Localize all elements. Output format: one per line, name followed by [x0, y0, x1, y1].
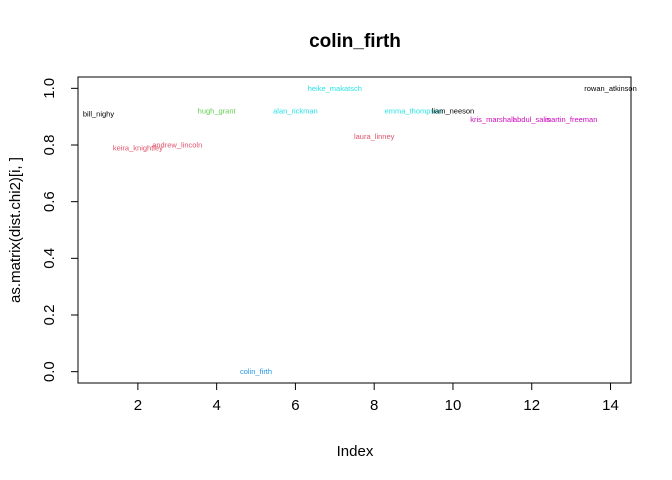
x-tick-label: 14 [602, 397, 619, 414]
x-tick-label: 12 [523, 397, 540, 414]
x-tick-label: 2 [134, 397, 142, 414]
x-tick-label: 4 [212, 397, 220, 414]
x-axis: 2 4 6 8 10 12 14 [134, 382, 619, 414]
point-label: colin_firth [240, 367, 272, 376]
y-tick-label: 0.6 [41, 191, 58, 212]
x-axis-label: Index [337, 443, 374, 460]
x-tick-label: 10 [445, 397, 462, 414]
y-tick-label: 0.2 [41, 305, 58, 326]
y-tick-label: 1.0 [41, 78, 58, 99]
y-tick-label: 0.0 [41, 361, 58, 382]
chart-title: colin_firth [309, 31, 401, 52]
y-tick-label: 0.8 [41, 135, 58, 156]
point-label: heike_makatsch [308, 84, 362, 93]
point-label: hugh_grant [198, 107, 237, 116]
point-label: abdul_salis [513, 115, 551, 124]
point-label: alan_rickman [273, 107, 318, 116]
point-label: liam_neeson [432, 107, 475, 116]
point-label: laura_linney [354, 132, 395, 141]
point-label: emma_thompson [385, 107, 443, 116]
x-tick-label: 8 [370, 397, 378, 414]
x-tick-label: 6 [291, 397, 299, 414]
y-axis-label: as.matrix(dist.chi2)[i, ] [7, 157, 24, 303]
point-label: andrew_lincoln [152, 141, 202, 150]
point-label: bill_nighy [83, 109, 115, 118]
point-label: keira_knightley [113, 143, 163, 152]
point-label: kris_marshall [470, 115, 515, 124]
y-axis: 0.0 0.2 0.4 0.6 0.8 1.0 [41, 78, 79, 382]
point-label: rowan_atkinson [584, 84, 637, 93]
point-label: martin_freeman [545, 115, 598, 124]
y-tick-label: 0.4 [41, 248, 58, 269]
